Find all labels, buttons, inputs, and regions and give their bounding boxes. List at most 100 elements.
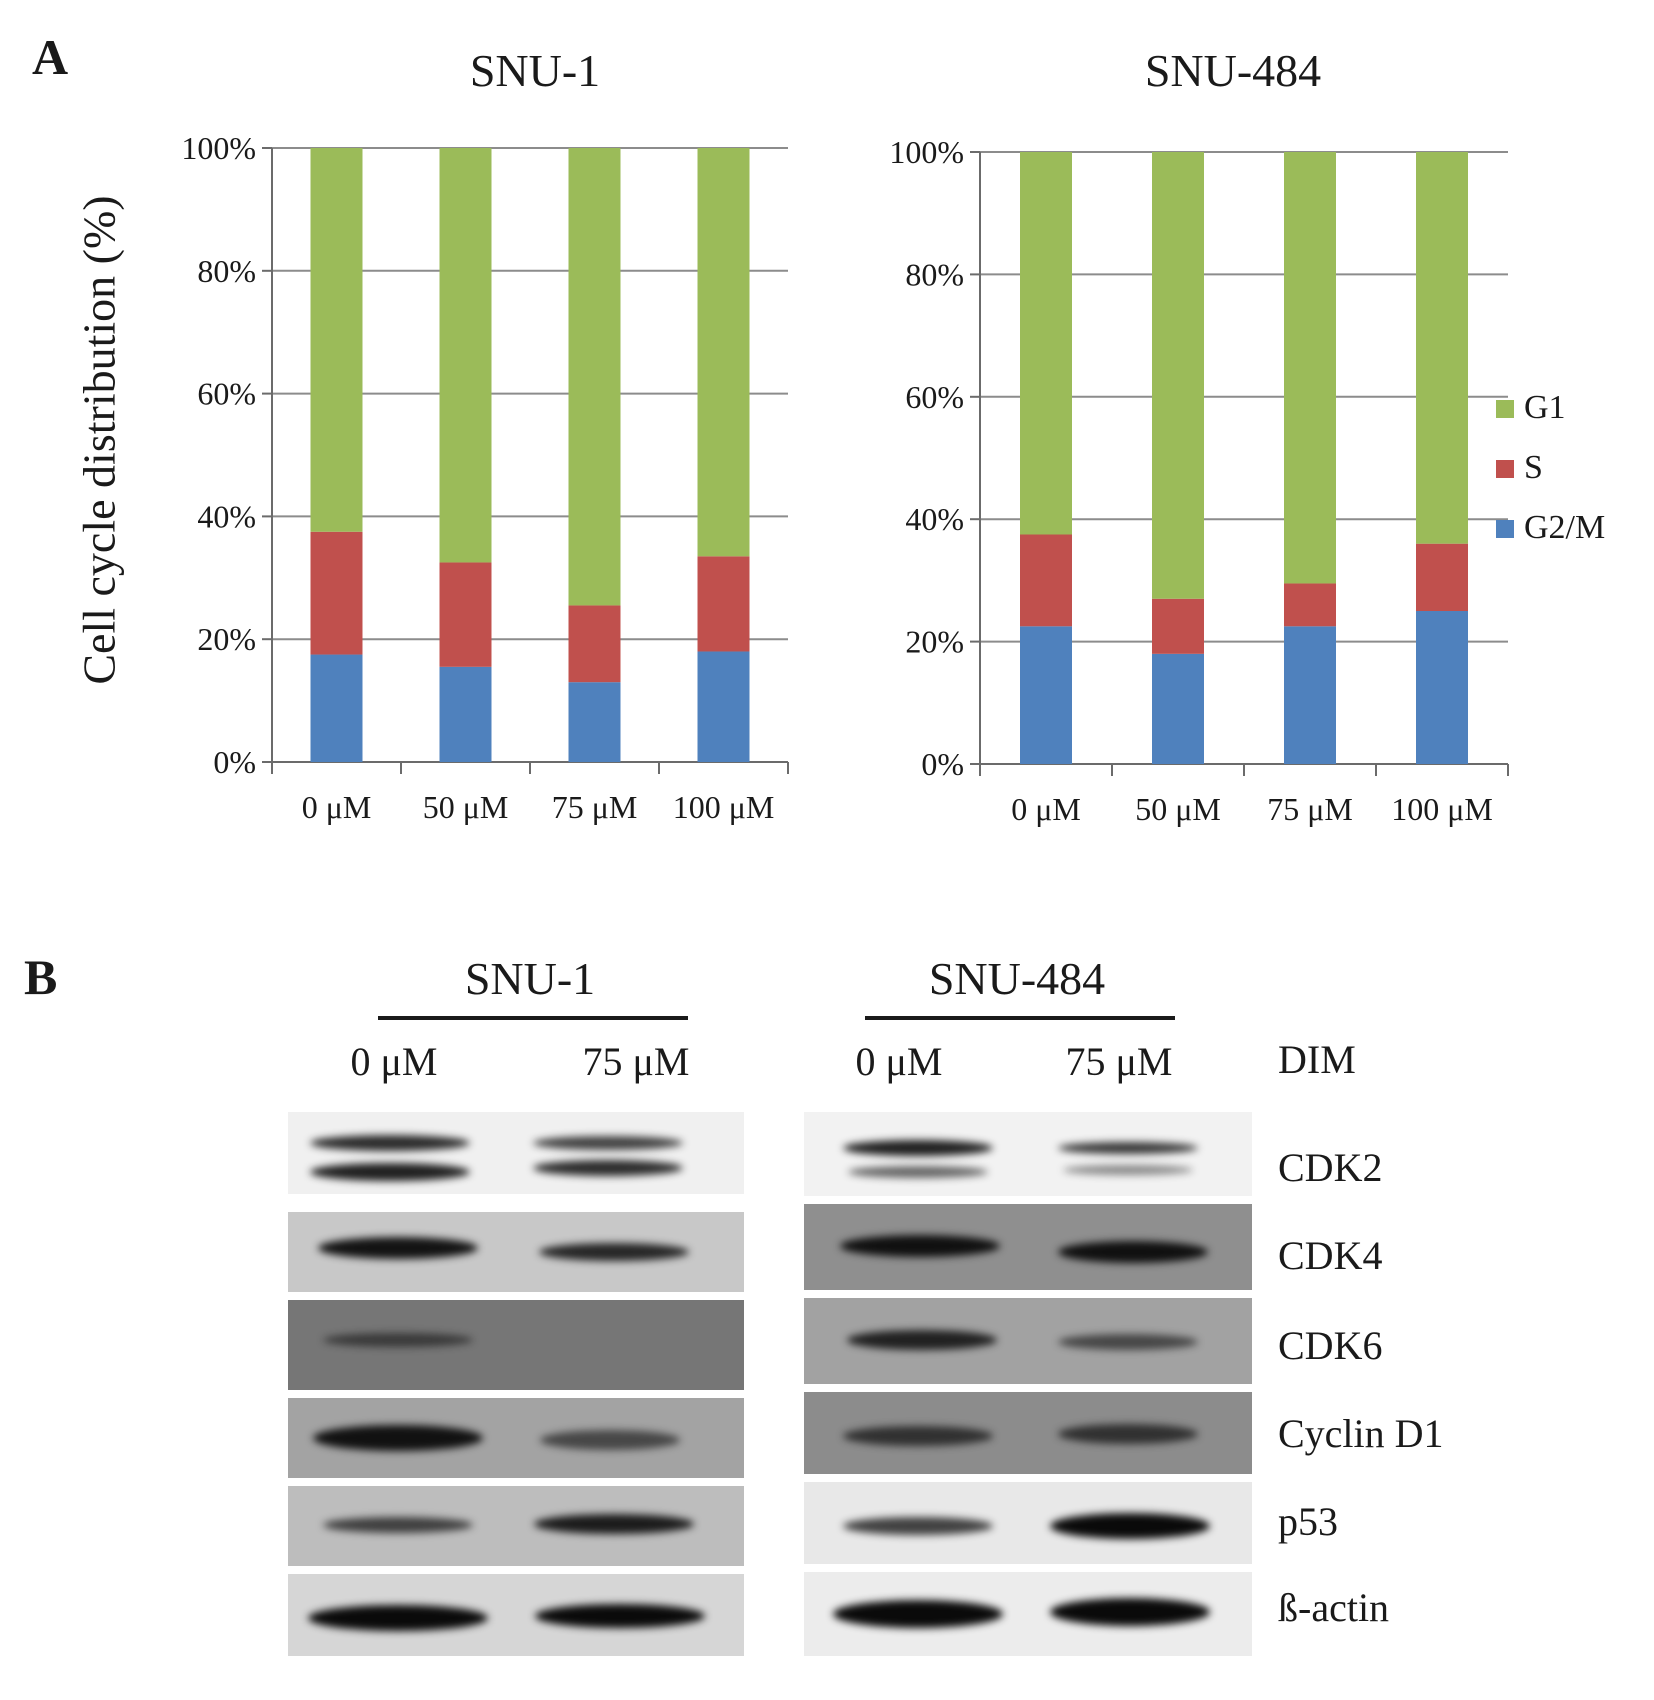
legend-label: G2/M xyxy=(1524,509,1605,546)
wb-protein-label: ß-actin xyxy=(1278,1585,1390,1630)
bar-segment-g2-m xyxy=(310,654,363,762)
bar-segment-s xyxy=(310,531,363,655)
wb-protein-label: p53 xyxy=(1278,1499,1338,1544)
x-tick-label: 75 μM xyxy=(1267,791,1353,827)
wb-lane-label: 0 μM xyxy=(855,1039,943,1084)
blot-strip xyxy=(288,1574,744,1656)
wb-lane-label: 75 μM xyxy=(582,1039,690,1084)
blot-band xyxy=(1050,1598,1210,1626)
bar-segment-g2-m xyxy=(697,651,750,762)
blot-strip xyxy=(288,1486,744,1566)
blot-band xyxy=(840,1235,1000,1257)
blot-band xyxy=(310,1135,470,1151)
wb-group-title-snu1: SNU-1 xyxy=(464,953,596,1004)
y-tick-label: 0% xyxy=(213,744,256,780)
bar-segment-g1 xyxy=(439,148,492,563)
blot-strip xyxy=(288,1398,744,1478)
blot-band xyxy=(1058,1142,1198,1154)
x-tick-label: 50 μM xyxy=(423,789,509,825)
blot-band xyxy=(323,1333,473,1347)
wb-lane-label: 0 μM xyxy=(350,1039,438,1084)
x-tick-label: 50 μM xyxy=(1135,791,1221,827)
blot-band xyxy=(308,1605,488,1631)
chart-title-snu484: SNU-484 xyxy=(1144,45,1322,96)
x-tick-label: 100 μM xyxy=(1391,791,1493,827)
wb-protein-label: CDK6 xyxy=(1278,1323,1383,1368)
wb-lane-label: 75 μM xyxy=(1065,1039,1173,1084)
blot-band xyxy=(1058,1334,1198,1350)
legend-label: S xyxy=(1524,449,1543,486)
blot-band xyxy=(533,1160,683,1176)
bar-segment-s xyxy=(1416,543,1468,611)
wb-protein-label: Cyclin D1 xyxy=(1278,1411,1444,1456)
wb-group-underline-snu484 xyxy=(865,1016,1175,1020)
chart-title-snu1: SNU-1 xyxy=(469,45,601,96)
chart-0: 0% 20% 40% 60% 80% 100% 0 μM 50 μM 75 μM 100 μM xyxy=(181,130,789,825)
blot-strip xyxy=(804,1204,1252,1290)
stacked-bar-charts: 0%20%40%60%80%100%0 μM 50 μM 75 μM 100 μM0%… xyxy=(181,130,1605,827)
blot-band xyxy=(540,1430,680,1450)
legend-swatch xyxy=(1496,400,1514,418)
bar-segment-s xyxy=(1152,598,1204,654)
legend-swatch xyxy=(1496,460,1514,478)
blot-strip xyxy=(288,1112,744,1194)
blot-strip xyxy=(804,1112,1252,1196)
blot-band xyxy=(310,1163,470,1181)
wb-group-underline-snu1 xyxy=(378,1016,688,1020)
x-tick-label: 0 μM xyxy=(302,789,372,825)
bar-segment-g1 xyxy=(1152,152,1204,599)
blot-band xyxy=(1058,1241,1208,1263)
y-tick-label: 60% xyxy=(905,379,964,415)
bar-segment-g1 xyxy=(1416,152,1468,544)
blot-band xyxy=(323,1517,473,1533)
blot-band xyxy=(318,1237,478,1259)
legend-label: G1 xyxy=(1524,389,1566,426)
blot-band xyxy=(843,1426,993,1446)
panel-b-label: B xyxy=(24,949,58,1005)
blot-band xyxy=(833,1600,1003,1628)
x-tick-label: 0 μM xyxy=(1011,791,1081,827)
blot-band xyxy=(843,1140,993,1156)
y-tick-label: 40% xyxy=(197,498,256,534)
blot-band xyxy=(848,1166,988,1178)
x-tick-label: 75 μM xyxy=(552,789,638,825)
blot-strip xyxy=(288,1300,744,1390)
blot-band xyxy=(1063,1165,1193,1175)
bar-segment-s xyxy=(697,556,750,652)
wb-group-title-snu484: SNU-484 xyxy=(928,953,1106,1004)
blot-band xyxy=(534,1514,694,1534)
bar-segment-g2-m xyxy=(568,682,621,762)
bar-segment-g2-m xyxy=(1284,626,1336,764)
bar-segment-g2-m xyxy=(439,666,492,762)
blot-band xyxy=(1058,1424,1198,1444)
blot-strip xyxy=(288,1212,744,1292)
bar-segment-g2-m xyxy=(1020,626,1072,764)
bar-segment-g1 xyxy=(1020,152,1072,535)
bar-segment-g1 xyxy=(310,148,363,532)
bar-segment-s xyxy=(568,605,621,683)
y-tick-label: 20% xyxy=(905,624,964,660)
blot-band xyxy=(313,1425,483,1451)
y-tick-label: 100% xyxy=(181,130,256,166)
y-tick-label: 60% xyxy=(197,376,256,412)
blot-strip xyxy=(804,1392,1252,1474)
bar-segment-g1 xyxy=(697,148,750,557)
blot-strip xyxy=(804,1482,1252,1564)
x-tick-label: 100 μM xyxy=(673,789,775,825)
blot-band xyxy=(847,1330,997,1350)
bar-segment-s xyxy=(439,562,492,667)
blot-band xyxy=(535,1604,705,1628)
blot-band xyxy=(533,1136,683,1150)
blot-strip xyxy=(804,1572,1252,1656)
blot-band xyxy=(843,1517,993,1535)
panel-a-label: A xyxy=(32,29,69,85)
legend-swatch xyxy=(1496,520,1514,538)
bar-segment-g1 xyxy=(568,148,621,606)
blot-band xyxy=(1050,1513,1210,1539)
bar-segment-g2-m xyxy=(1416,611,1468,764)
bar-segment-s xyxy=(1284,583,1336,627)
blot-strip xyxy=(804,1298,1252,1384)
y-tick-label: 20% xyxy=(197,621,256,657)
bar-segment-g2-m xyxy=(1152,653,1204,764)
wb-protein-label: CDK2 xyxy=(1278,1145,1383,1190)
